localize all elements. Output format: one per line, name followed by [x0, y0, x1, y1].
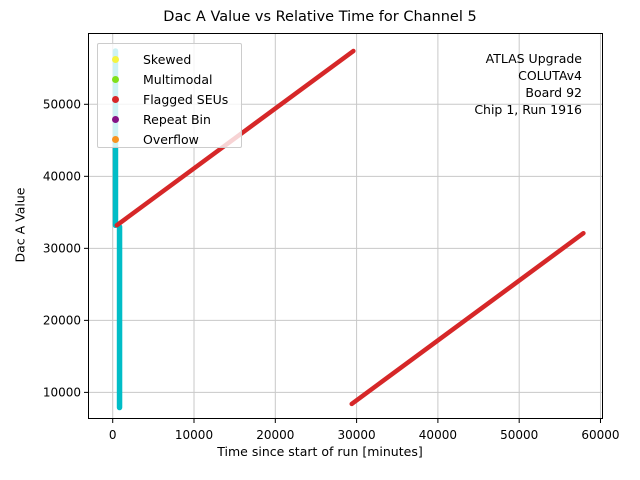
annotation-text: ATLAS Upgrade COLUTAv4 Board 92 Chip 1, … — [474, 50, 582, 118]
legend-item-repeat-bin: Repeat Bin — [112, 109, 241, 129]
legend-item-multimodal: Multimodal — [112, 69, 241, 89]
y-tick-label: 30000 — [43, 241, 81, 255]
flagged-seus-ramp-segment — [349, 230, 586, 407]
legend-label: Repeat Bin — [143, 111, 211, 127]
x-tick-label: 0 — [109, 428, 117, 442]
flagged-seus-marker-icon — [112, 95, 119, 103]
x-tick-label: 60000 — [581, 428, 619, 442]
x-tick-label: 50000 — [500, 428, 538, 442]
annotation-line: COLUTAv4 — [518, 68, 582, 83]
x-tick-label: 30000 — [338, 428, 376, 442]
overflow-marker-icon — [112, 135, 119, 143]
x-tick-label: 10000 — [175, 428, 213, 442]
legend-label: Flagged SEUs — [143, 91, 229, 107]
multimodal-marker-icon — [112, 75, 119, 83]
y-tick-label: 20000 — [43, 313, 81, 327]
legend-item-flagged-seus: Flagged SEUs — [112, 89, 241, 109]
chart-title: Dac A Value vs Relative Time for Channel… — [163, 9, 477, 25]
y-tick-label: 40000 — [43, 169, 81, 183]
x-axis-label: Time since start of run [minutes] — [217, 444, 423, 459]
legend: Skewed Multimodal Flagged SEUs Repeat Bi… — [97, 43, 242, 148]
legend-label: Multimodal — [143, 71, 213, 87]
y-tick-label: 10000 — [43, 385, 81, 399]
legend-item-skewed: Skewed — [112, 49, 241, 69]
legend-label: Skewed — [143, 51, 192, 67]
repeat-bin-marker-icon — [112, 115, 119, 123]
x-tick-label: 40000 — [419, 428, 457, 442]
skewed-marker-icon — [112, 55, 119, 63]
y-tick-label: 50000 — [43, 97, 81, 111]
legend-label: Overflow — [143, 131, 199, 147]
annotation-line: Chip 1, Run 1916 — [474, 102, 582, 117]
annotation-line: Board 92 — [525, 85, 582, 100]
x-tick-label: 20000 — [256, 428, 294, 442]
axes-spines — [88, 33, 603, 419]
annotation-line: ATLAS Upgrade — [485, 51, 582, 66]
legend-item-overflow: Overflow — [112, 129, 241, 149]
